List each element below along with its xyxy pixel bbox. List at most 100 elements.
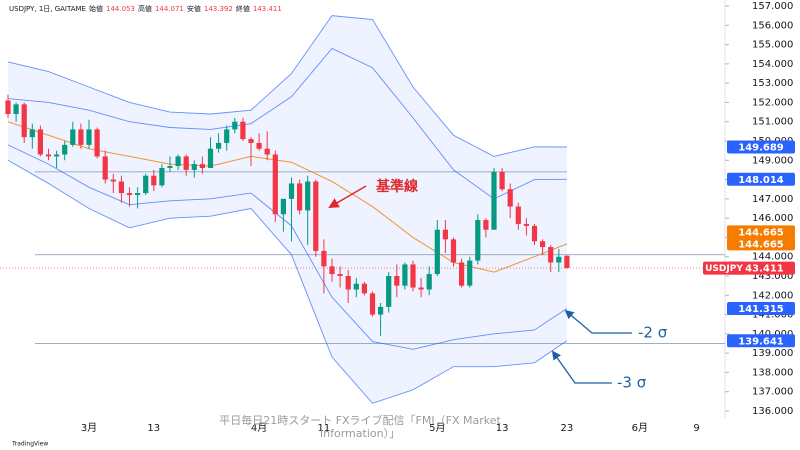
candle-body <box>5 100 11 114</box>
candle-body <box>21 104 27 138</box>
candle-body <box>167 166 173 168</box>
y-tick-label: 142.000 <box>752 290 793 301</box>
band-price-label: 144.665 <box>738 227 784 238</box>
x-tick-label: 4月 <box>251 422 267 434</box>
candle-body <box>515 206 521 224</box>
x-tick-label: 13 <box>496 423 509 434</box>
candle-body <box>475 220 481 261</box>
y-tick-label: 151.000 <box>752 117 793 128</box>
candle-body <box>450 239 457 263</box>
candle-body <box>280 198 286 215</box>
band-price-label-box <box>727 237 795 251</box>
candle-body <box>272 154 278 215</box>
candle-body <box>86 129 92 145</box>
candle-body <box>199 164 205 168</box>
candle-body <box>418 287 424 290</box>
candle-body <box>499 171 505 190</box>
y-tick-label: 149.000 <box>752 155 793 166</box>
y-tick-label: 153.000 <box>752 78 793 89</box>
annotation: 基準線 <box>376 178 418 195</box>
candle-body <box>548 247 554 263</box>
legend-item: 終値 <box>236 4 250 13</box>
candle-body <box>183 156 189 170</box>
candle-body <box>361 283 367 294</box>
candle-body <box>70 129 76 145</box>
candle-body <box>94 129 100 157</box>
band-price-label: 148.014 <box>738 175 784 186</box>
footer: 平日毎日21時スタート FXライブ配信「FMI（FX Market <box>219 413 501 427</box>
x-tick-label: 9 <box>693 423 699 434</box>
y-tick-label: 155.000 <box>752 40 793 51</box>
y-tick-label: 147.000 <box>752 194 793 205</box>
footer: Information）」 <box>320 427 400 440</box>
y-tick-label: 154.000 <box>752 59 793 70</box>
candle-body <box>329 266 335 275</box>
candle-body <box>369 293 376 315</box>
band-price-label-box <box>727 172 795 186</box>
candle-body <box>216 142 222 149</box>
y-tick-label: 144.000 <box>752 252 793 263</box>
candle-body <box>378 306 384 315</box>
candle-body <box>288 183 295 199</box>
legend-item: 始値 <box>89 4 103 13</box>
candle-body <box>29 129 35 138</box>
legend: USDJPY, 1日, GAITAME 始値 144.053 高値 144.071 安値 1… <box>9 4 282 13</box>
y-tick-label: 139.000 <box>752 348 793 359</box>
legend-item: 143.411 <box>253 5 282 13</box>
candle-body <box>45 154 52 157</box>
x-tick-label: 23 <box>561 423 574 434</box>
candle-body <box>313 181 319 251</box>
branding: TradingView <box>11 441 48 448</box>
y-tick-label: 141.000 <box>752 310 793 321</box>
band-price-label-box <box>727 334 795 348</box>
candle-body <box>37 129 43 155</box>
y-tick-label: 143.000 <box>752 271 793 282</box>
candle-body <box>175 156 181 167</box>
candle-body <box>386 276 392 307</box>
candle-body <box>13 104 19 114</box>
legend-item: 143.392 <box>204 5 233 13</box>
candle-body <box>467 260 473 286</box>
band-price-label-box <box>727 140 795 154</box>
band-price-label-box <box>727 301 795 315</box>
candle-body <box>491 171 497 230</box>
candle-body <box>410 264 416 288</box>
candle-body <box>523 223 529 226</box>
candle-body <box>540 241 546 248</box>
candle-body <box>434 229 440 275</box>
candle-body <box>207 148 214 168</box>
candle-body <box>232 121 238 130</box>
x-tick-label: 6月 <box>632 422 648 434</box>
legend-item: 安値 <box>187 4 201 13</box>
candle-body <box>305 181 311 211</box>
candle-body <box>151 175 157 186</box>
candle-body <box>564 255 570 269</box>
candle-body <box>483 220 489 230</box>
annotation-arrow <box>551 350 612 384</box>
x-tick-label: 5月 <box>429 422 445 434</box>
y-tick-label: 157.000 <box>752 1 793 12</box>
symbol-tag-box <box>703 261 745 275</box>
annotation-arrow <box>328 185 367 209</box>
candle-body <box>531 225 538 242</box>
candle-body <box>556 256 562 263</box>
symbol-tag: USDJPY <box>705 264 743 274</box>
y-tick-label: 136.000 <box>752 406 793 417</box>
candle-body <box>426 274 432 290</box>
candle-body <box>191 164 197 170</box>
x-tick-label: 13 <box>147 423 160 434</box>
candle-body <box>143 175 149 194</box>
candle-body <box>62 144 68 155</box>
candle-body <box>54 154 60 157</box>
candle-body <box>345 276 351 290</box>
candle-body <box>118 181 124 194</box>
y-tick-label: 156.000 <box>752 20 793 31</box>
legend-item: 高値 <box>138 4 152 13</box>
candle-body <box>78 129 84 145</box>
band-price-label: 149.689 <box>738 142 784 153</box>
band-fill <box>8 15 567 404</box>
y-tick-label: 152.000 <box>752 97 793 108</box>
annotation: -2 σ <box>638 324 668 342</box>
candle-body <box>353 283 359 290</box>
